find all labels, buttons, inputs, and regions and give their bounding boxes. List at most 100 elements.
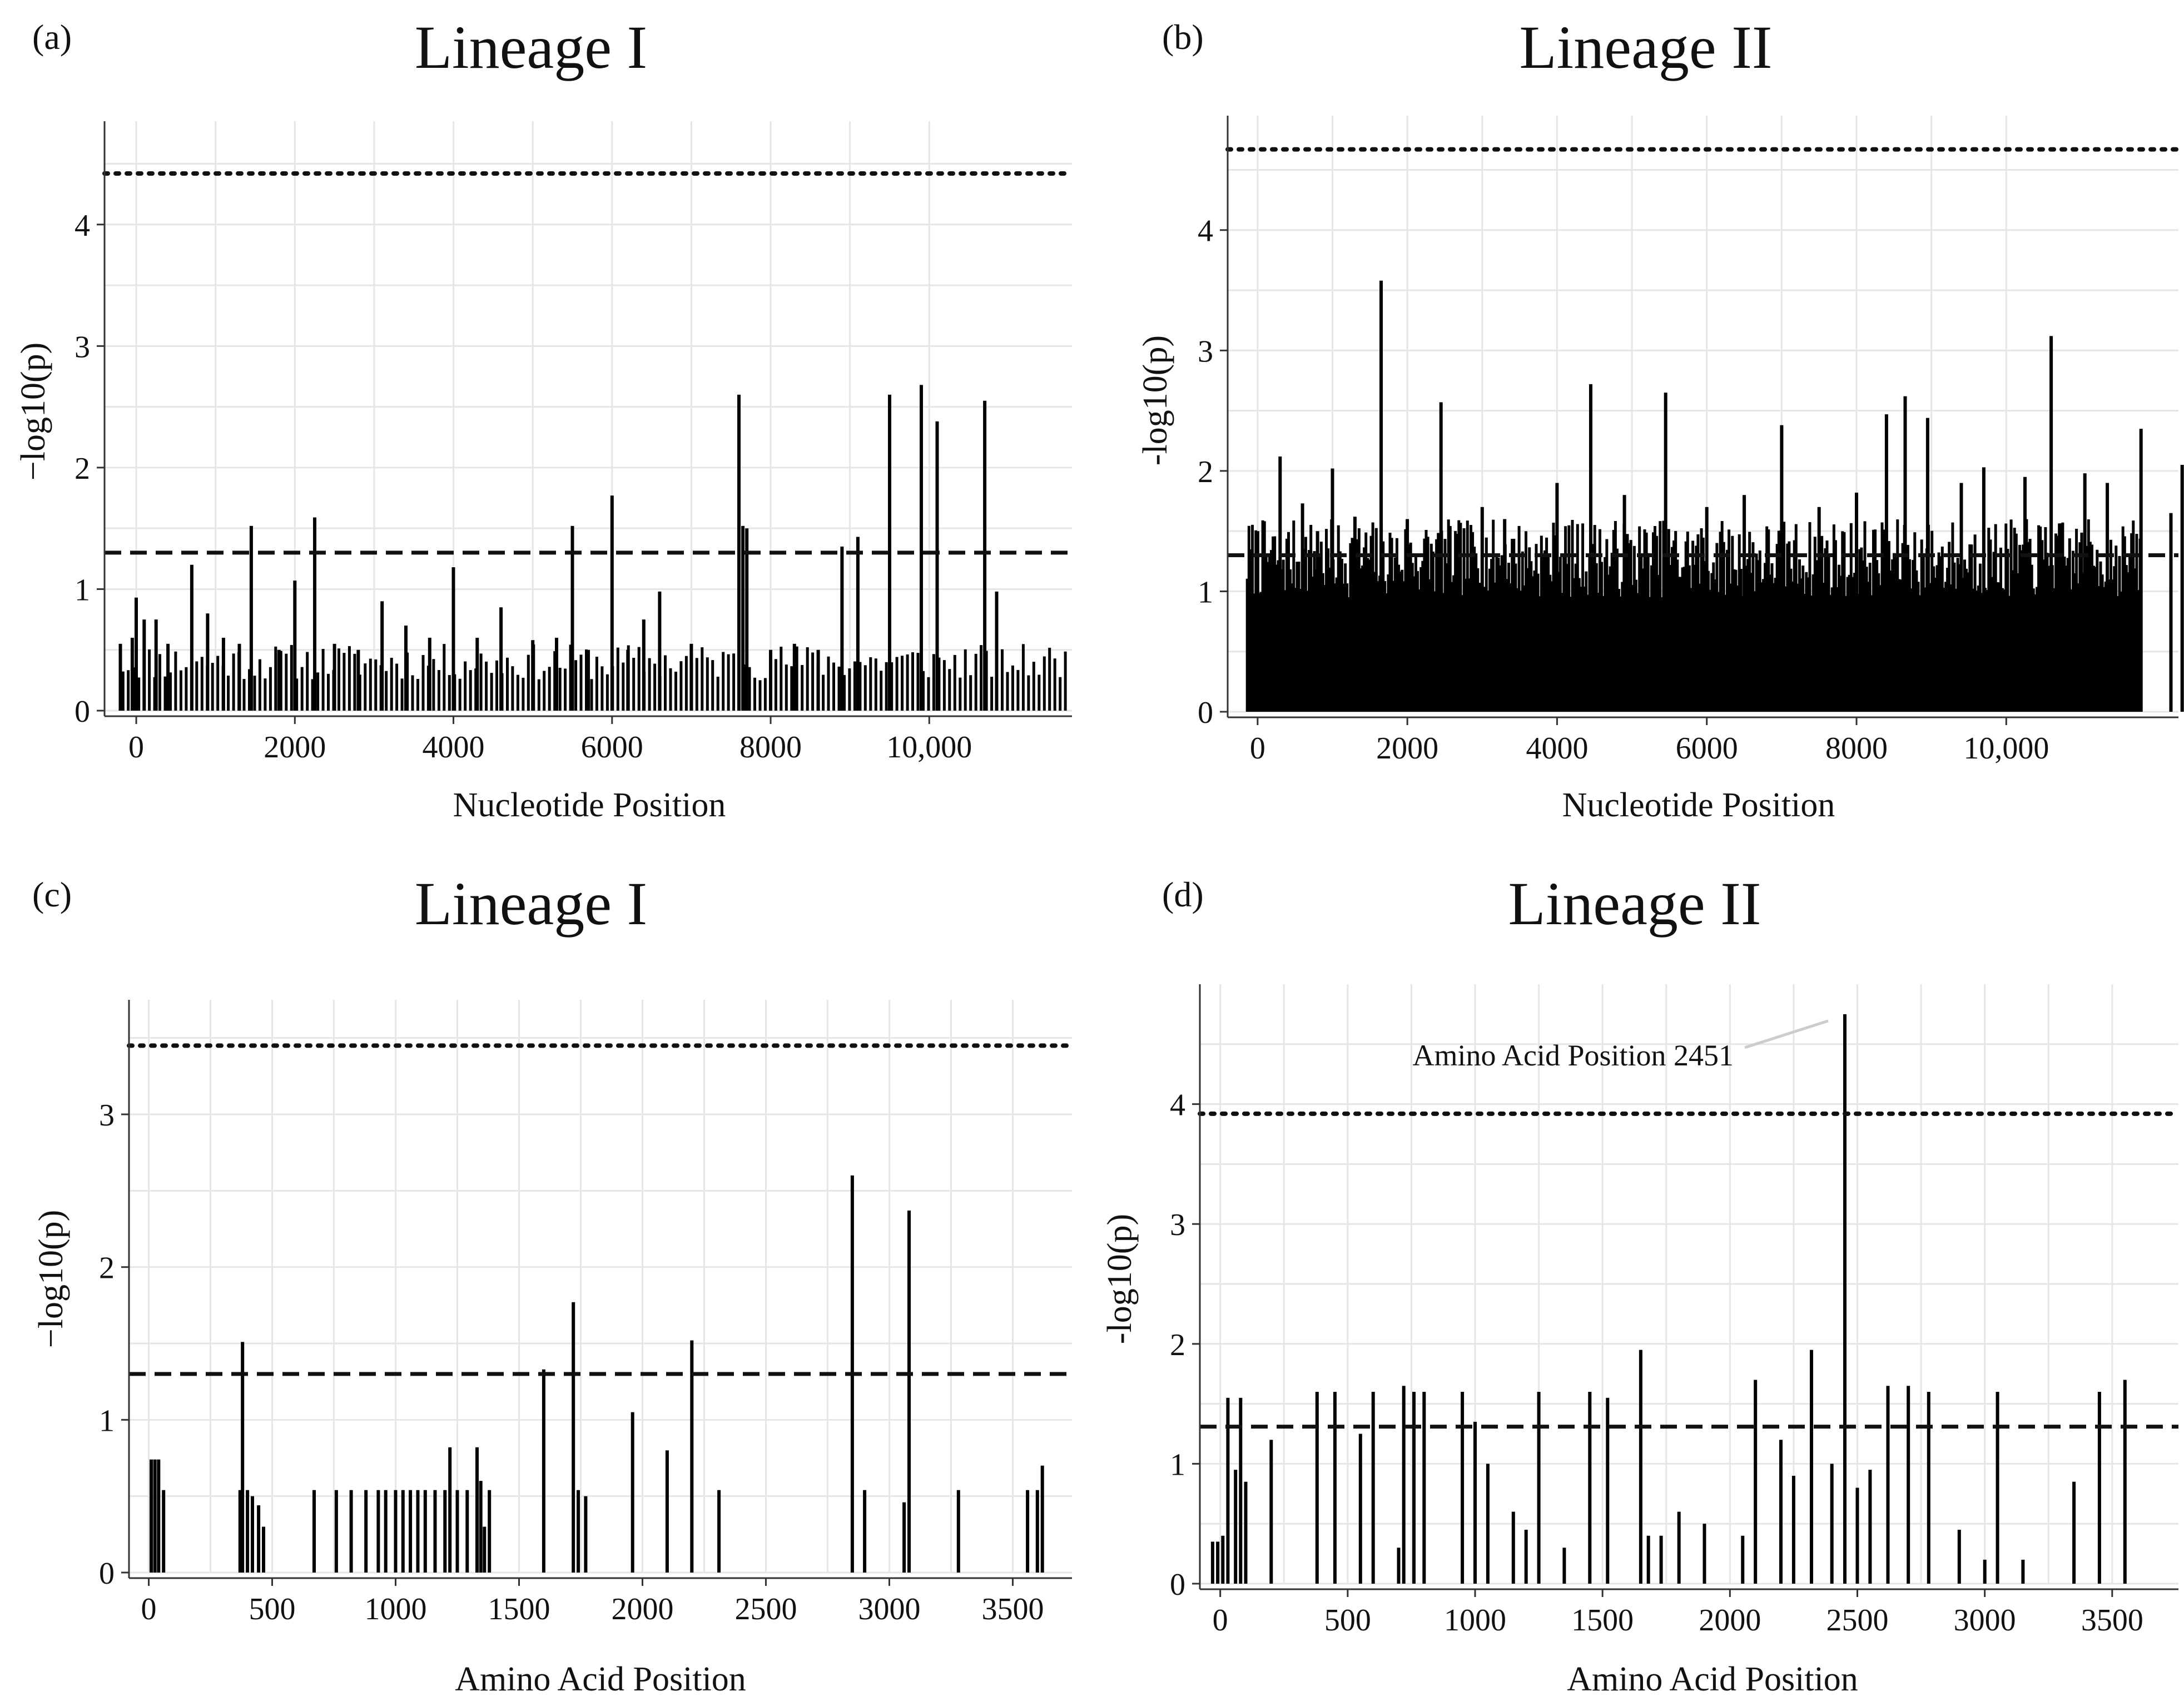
panel-b-baseline-bar (2118, 556, 2121, 712)
panel-b-baseline-bar (2128, 554, 2132, 712)
panel-b-baseline-bar (1356, 539, 1359, 712)
panel-b-baseline-bar (1949, 584, 1953, 712)
panel-b-baseline-bar (1612, 530, 1615, 712)
panel-c-x-tick-label: 3000 (858, 1592, 920, 1626)
panel-c-bar (416, 1490, 420, 1573)
panel-b-baseline-bar (2066, 558, 2069, 712)
panel-b-baseline-bar (1531, 576, 1535, 712)
panel-a-baseline-bar (990, 677, 994, 711)
panel-b-baseline-bar (1987, 528, 1991, 712)
panel-a-peak-bar (626, 649, 630, 711)
panel-b-baseline-bar (1552, 522, 1555, 712)
panel-b-peak-bar (1379, 280, 1383, 712)
panel-b-baseline-bar (1411, 563, 1414, 712)
panel-b-baseline-bar (1674, 530, 1677, 712)
panel-d-bar (1244, 1481, 1248, 1584)
panel-b-baseline-bar (2107, 579, 2111, 712)
panel-b-baseline-bar (1700, 528, 1703, 712)
panel-c-bar (448, 1447, 452, 1573)
panel-d-x-tick-label: 2000 (1699, 1603, 1761, 1638)
panel-b-baseline-bar (2130, 533, 2133, 712)
panel-a-baseline-bar (285, 653, 288, 711)
panel-a-x-tick-label: 10,000 (886, 730, 972, 765)
panel-a-baseline-bar (274, 646, 277, 711)
panel-d-bar (1754, 1380, 1758, 1584)
panel-a-baseline-bar (327, 673, 330, 711)
panel-b-baseline-bar (1965, 568, 1968, 712)
panel-b-baseline-bar (1844, 596, 1848, 712)
panel-b-baseline-bar (1910, 588, 1913, 712)
panel-b-baseline-bar (1495, 554, 1498, 712)
panel-b-baseline-bar (1636, 593, 1640, 712)
panel-b-baseline-bar (1466, 520, 1469, 712)
panel-a-baseline-bar (232, 653, 235, 711)
panel-d-bar (1234, 1470, 1238, 1584)
panel-b-baseline-bar (1901, 543, 1904, 712)
panel-b-baseline-bar (1691, 540, 1695, 712)
panel-b-baseline-bar (1264, 556, 1268, 712)
panel-b-baseline-bar (1346, 583, 1349, 712)
panel-c-bar (394, 1490, 398, 1573)
panel-a-baseline-bar (558, 667, 562, 711)
panel-b-baseline-bar (2102, 587, 2106, 712)
panel-b-baseline-bar (1877, 573, 1880, 712)
panel-c-bar (251, 1496, 254, 1573)
panel-d-bar (2072, 1481, 2076, 1584)
panel-b-baseline-bar (1922, 553, 1925, 712)
panel-b-baseline-bar (1475, 553, 1478, 712)
panel-d-gridlines (1200, 984, 2178, 1585)
panel-b-baseline-bar (1793, 540, 1796, 712)
panel-a-y-axis-title: −log10(p) (14, 343, 52, 480)
panel-b-baseline-bar (1874, 529, 1877, 712)
panel-a-baseline-bar (516, 675, 519, 711)
panel-b-x-tick-label: 4000 (1526, 731, 1588, 766)
panel-a-title: Lineage I (415, 13, 647, 81)
panel-a-baseline-bar (1064, 651, 1067, 711)
panel-b-baseline-bar (1728, 529, 1731, 712)
panel-c-bar (401, 1490, 405, 1573)
panel-b-baseline-bar (1368, 559, 1371, 712)
panel-a-peak-bar (935, 421, 939, 711)
panel-b-baseline-bar (1399, 571, 1402, 712)
panel-b-baseline-bar (1681, 567, 1684, 712)
panel-b-baseline-bar (1813, 537, 1816, 712)
panel-a-peak-bar (142, 619, 146, 711)
panel-b-baseline-bar (1401, 569, 1404, 712)
panel-a-baseline-bar (632, 658, 636, 711)
panel-b-baseline-bar (1311, 576, 1314, 712)
panel-b-baseline-bar (1349, 543, 1352, 712)
panel-b-baseline-bar (1423, 538, 1426, 712)
panel-a-baseline-bar (400, 678, 404, 711)
panel-a-baseline-bar (369, 658, 372, 711)
panel-b-baseline-bar (1956, 558, 1959, 712)
panel-a-peak-bar (221, 637, 225, 711)
panel-b-baseline-bar (1832, 524, 1835, 712)
panel-a-baseline-bar (421, 655, 425, 711)
panel-d-bar (1646, 1535, 1650, 1584)
panel-a-baseline-bar (748, 667, 751, 711)
panel-a-peak-bar (380, 601, 384, 711)
panel-a-peak-bar (642, 619, 646, 711)
panel-a-baseline-bar (185, 667, 188, 711)
panel-a-baseline-bar (258, 659, 261, 711)
panel-b-baseline-bar (1972, 588, 1975, 712)
panel-a-baseline-bar (727, 654, 730, 711)
panel-c: (c) Lineage I Amino Acid Position −log10… (32, 870, 1074, 1698)
panel-a-baseline-bar (922, 671, 925, 711)
panel-b-baseline-bar (1770, 563, 1774, 712)
panel-b-baseline-bar (1719, 532, 1722, 712)
panel-b-baseline-bar (2097, 586, 2101, 712)
panel-b-baseline-bar (1660, 597, 1664, 712)
panel-b-baseline-bar (1351, 538, 1354, 712)
panel-b-peak-bar (1255, 531, 1259, 712)
panel-a-baseline-bar (211, 663, 214, 711)
panel-a-baseline-bar (595, 657, 598, 711)
panel-a-baseline-bar (443, 644, 446, 711)
panel-b-baseline-bar (1359, 568, 1362, 712)
panel-c-bar (384, 1490, 388, 1573)
panel-b-baseline-bar (1470, 525, 1472, 712)
panel-c-bar (542, 1369, 545, 1573)
panel-a-baseline-bar (158, 654, 161, 711)
panel-b-baseline-bar (1507, 563, 1510, 712)
panel-b-baseline-bar (2094, 567, 2097, 712)
